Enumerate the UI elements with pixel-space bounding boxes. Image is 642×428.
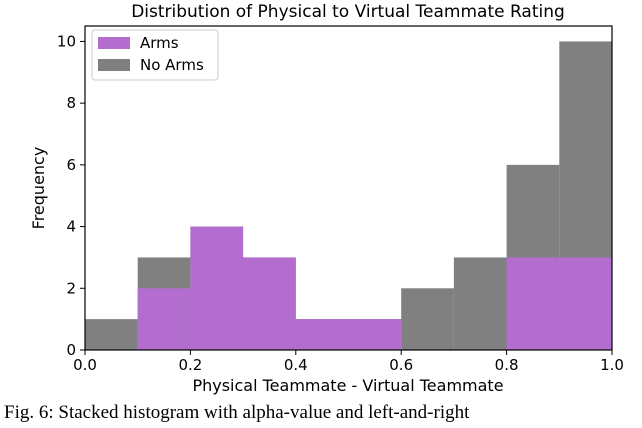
x-tick-label: 0.2 xyxy=(178,356,202,374)
x-tick-label: 1.0 xyxy=(600,356,624,374)
y-tick-label: 4 xyxy=(66,218,76,236)
x-tick-label: 0.4 xyxy=(284,356,308,374)
bar-no-arms-6 xyxy=(401,288,454,350)
x-axis-label: Physical Teammate - Virtual Teammate xyxy=(192,376,503,395)
y-axis-ticks: 0 2 4 6 8 10 xyxy=(57,32,85,359)
y-tick-label: 10 xyxy=(57,32,76,50)
x-axis-ticks: 0.0 0.2 0.4 0.6 0.8 1.0 xyxy=(73,350,624,374)
x-tick-label: 0.6 xyxy=(389,356,413,374)
arms-bars xyxy=(137,226,612,350)
legend-label-arms: Arms xyxy=(140,34,179,52)
bar-arms-3 xyxy=(243,257,296,350)
figure-caption: Fig. 6: Stacked histogram with alpha-val… xyxy=(4,402,470,423)
y-tick-label: 0 xyxy=(66,341,76,359)
legend-swatch-no-arms xyxy=(98,59,130,71)
chart-title: Distribution of Physical to Virtual Team… xyxy=(131,2,565,22)
bar-arms-5 xyxy=(348,319,402,350)
y-tick-label: 8 xyxy=(66,94,76,112)
y-tick-label: 6 xyxy=(66,156,76,174)
bar-no-arms-0 xyxy=(85,319,138,350)
bar-arms-2 xyxy=(190,226,244,350)
y-axis-label: Frequency xyxy=(29,147,48,230)
legend: Arms No Arms xyxy=(91,29,219,81)
x-tick-label: 0.0 xyxy=(73,356,97,374)
plot-frame xyxy=(84,25,613,351)
bar-arms-9 xyxy=(559,257,612,350)
x-tick-label: 0.8 xyxy=(495,356,519,374)
legend-label-no-arms: No Arms xyxy=(140,56,204,74)
bar-arms-8 xyxy=(506,257,560,350)
legend-swatch-arms xyxy=(98,37,130,49)
bar-arms-4 xyxy=(295,319,349,350)
bar-arms-1 xyxy=(137,288,191,350)
bar-no-arms-7 xyxy=(453,257,507,350)
y-tick-label: 2 xyxy=(66,279,76,297)
